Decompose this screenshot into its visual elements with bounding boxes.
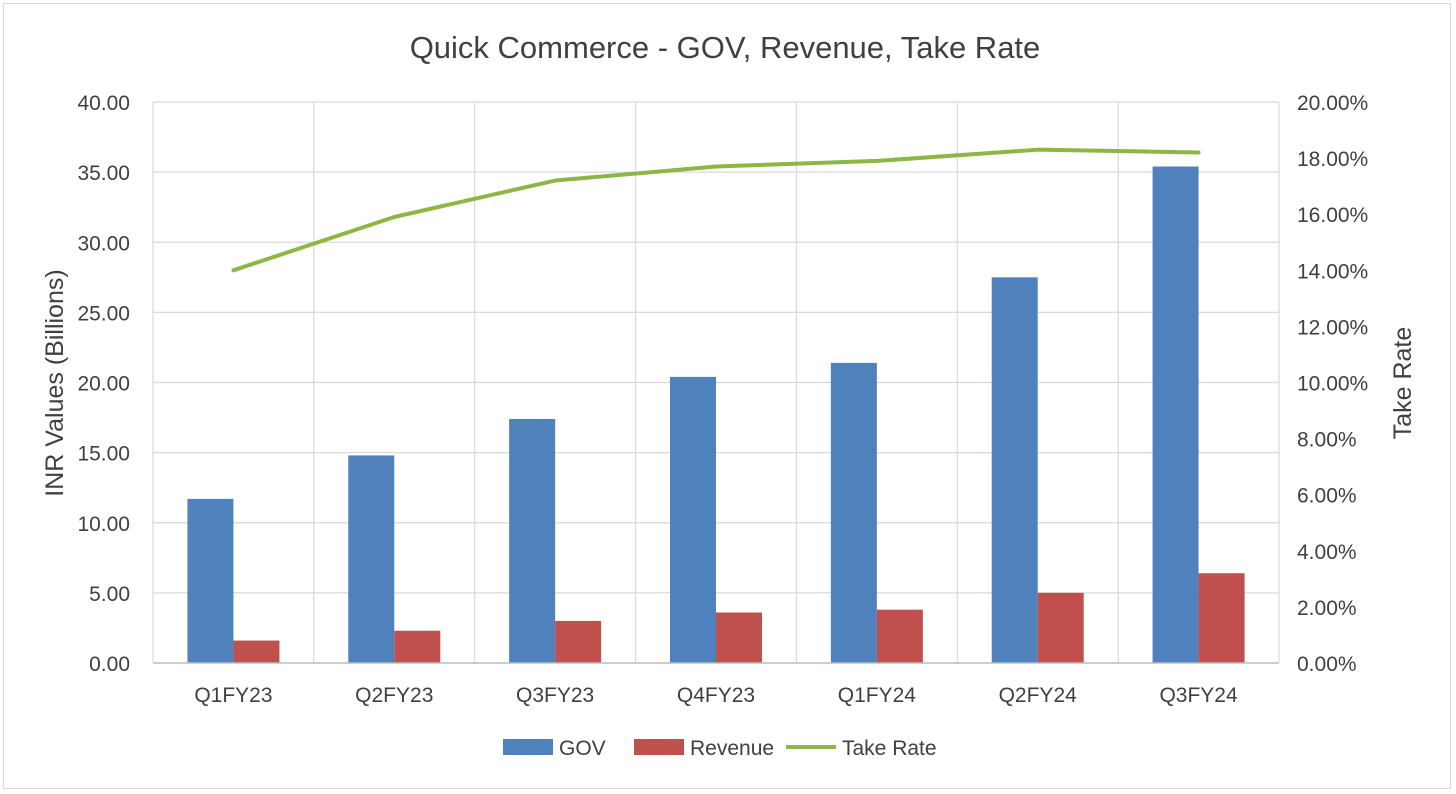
take-rate-line: [231, 147, 1201, 273]
y2-tick-label: 14.00%: [1297, 260, 1368, 283]
gov-bar: [991, 277, 1038, 663]
x-tick-label: Q1FY23: [194, 684, 272, 707]
y-tick-label: 0.00: [89, 653, 130, 676]
gov-bar: [670, 376, 716, 663]
y2-tick-label: 10.00%: [1297, 373, 1368, 396]
take-rate-line-group: [231, 147, 1201, 273]
y2-tick-label: 12.00%: [1297, 316, 1368, 339]
x-tick-label: Q3FY23: [516, 684, 594, 707]
x-tick-label: Q1FY24: [838, 684, 917, 707]
y2-tick-label: 2.00%: [1297, 597, 1357, 620]
revenue-bar: [1037, 592, 1084, 663]
legend: GOV Revenue Take Rate: [503, 737, 937, 760]
legend-label-revenue: Revenue: [690, 737, 774, 760]
y2-tick-label: 16.00%: [1297, 204, 1368, 227]
gov-bar: [830, 362, 877, 663]
x-tick-label: Q2FY23: [355, 684, 433, 707]
y-tick-label: 35.00: [77, 162, 130, 185]
revenue-bar: [1198, 573, 1245, 663]
legend-swatch-revenue: [634, 739, 684, 755]
gov-bar: [509, 418, 556, 663]
y2-tick-label: 6.00%: [1297, 485, 1357, 508]
bars: [187, 166, 1245, 663]
y2-tick-label: 20.00%: [1297, 92, 1368, 115]
y2-tick-label: 4.00%: [1297, 541, 1357, 564]
x-tick-label: Q4FY23: [677, 684, 755, 707]
grid: [152, 101, 1280, 664]
y-tick-label: 10.00: [77, 513, 130, 536]
y2-tick-label: 8.00%: [1297, 429, 1357, 452]
legend-label-take-rate: Take Rate: [842, 737, 937, 760]
y-tick-label: 25.00: [77, 302, 130, 325]
y2-tick-label: 0.00%: [1297, 653, 1357, 676]
x-tick-label: Q2FY24: [999, 684, 1078, 707]
y-tick-label: 20.00: [77, 373, 130, 396]
y-tick-label: 40.00: [77, 92, 130, 115]
axes: 0.00 5.00 10.00 15.00 20.00 25.00 30.00 35.00 40…: [77, 92, 1368, 707]
gov-bar: [348, 455, 395, 663]
y-tick-label: 15.00: [77, 443, 130, 466]
y-tick-label: 30.00: [77, 232, 130, 255]
y-axis-label: INR Values (Billions): [41, 269, 69, 496]
y-tick-label: 5.00: [89, 583, 130, 606]
y2-tick-label: 18.00%: [1297, 148, 1368, 171]
chart-frame: [3, 3, 1451, 789]
x-tick-label: Q3FY24: [1159, 684, 1238, 707]
gov-bar: [1152, 166, 1199, 663]
revenue-bar: [716, 612, 762, 663]
revenue-bar: [233, 640, 280, 663]
y2-axis-label: Take Rate: [1389, 327, 1417, 440]
revenue-bar: [555, 620, 602, 663]
gov-bar: [187, 498, 234, 663]
legend-label-gov: GOV: [559, 737, 606, 760]
revenue-bar: [394, 630, 441, 663]
legend-swatch-gov: [503, 739, 553, 755]
chart-title: Quick Commerce - GOV, Revenue, Take Rate: [410, 30, 1041, 65]
revenue-bar: [876, 609, 923, 663]
